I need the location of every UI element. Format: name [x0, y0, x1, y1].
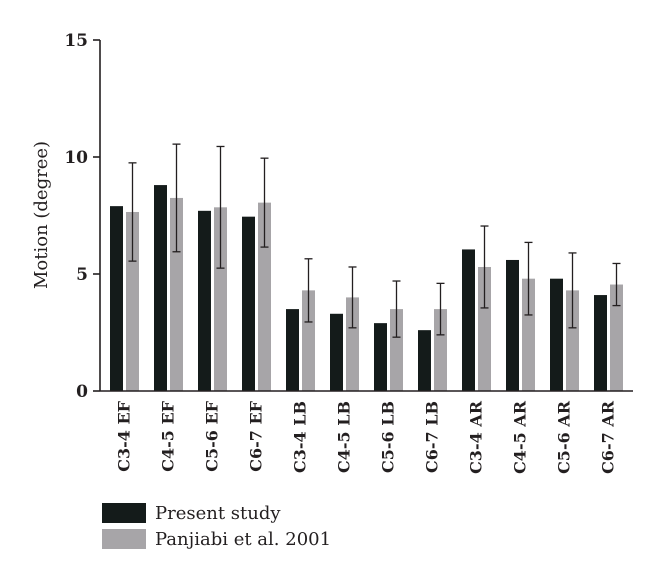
bar-present-study [418, 330, 431, 391]
legend-label: Panjiabi et al. 2001 [155, 529, 331, 550]
x-category-label: C3-4 AR [467, 400, 486, 474]
x-category-label: C5-6 LB [379, 401, 398, 473]
error-bar [436, 282, 445, 336]
error-bars [128, 143, 621, 338]
x-category-label: C4-5 LB [335, 401, 354, 473]
x-category-label: C5-6 AR [555, 400, 574, 474]
error-bar [128, 162, 137, 262]
error-bar [348, 266, 357, 329]
bar-present-study [110, 206, 123, 391]
bar-panjiabi-2001 [126, 211, 139, 391]
bar-panjiabi-2001 [434, 309, 447, 391]
x-category-label: C6-7 EF [247, 400, 266, 471]
error-bar [392, 280, 401, 338]
x-category-label: C6-7 AR [599, 400, 618, 474]
x-axis: C3-4 EF C4-5 EF C5-6 EF C6-7 EF C3-4 LB C4-5 … [100, 390, 633, 474]
x-category-label: C3-4 LB [291, 401, 310, 473]
y-axis: 0 5 10 15 [64, 31, 101, 402]
bar-panjiabi-2001 [214, 207, 227, 391]
bar-panjiabi-2001 [170, 197, 183, 391]
bar-panjiabi-2001 [390, 309, 403, 391]
x-category-label: C4-5 AR [511, 400, 530, 474]
y-axis-title: Motion (degree) [31, 141, 52, 289]
bar-panjiabi-2001 [478, 266, 491, 391]
bar-panjiabi-2001 [566, 290, 579, 391]
bar-present-study [506, 259, 519, 391]
x-category-label: C4-5 EF [159, 400, 178, 471]
bar-panjiabi-2001 [258, 202, 271, 391]
bar-present-study [198, 210, 211, 391]
legend-swatch [102, 529, 146, 549]
bar-present-study [154, 185, 167, 391]
error-bar [216, 145, 225, 269]
error-bar [568, 252, 577, 329]
y-tick-label: 0 [76, 382, 88, 402]
error-bar [304, 258, 313, 323]
bars [110, 185, 623, 391]
error-bar [480, 225, 489, 309]
bar-present-study [462, 249, 475, 391]
legend-label: Present study [155, 503, 281, 524]
error-bar [172, 143, 181, 253]
bar-present-study [330, 313, 343, 391]
error-bar [524, 241, 533, 316]
legend: Present study Panjiabi et al. 2001 [102, 503, 331, 550]
bar-present-study [242, 216, 255, 391]
bar-present-study [594, 295, 607, 391]
x-category-label: C3-4 EF [115, 400, 134, 471]
x-category-label: C5-6 EF [203, 400, 222, 471]
bar-panjiabi-2001 [522, 278, 535, 391]
bar-panjiabi-2001 [610, 284, 623, 391]
y-tick-label: 5 [76, 265, 88, 285]
y-tick-label: 10 [64, 148, 88, 168]
error-bar [612, 262, 621, 307]
legend-swatch [102, 503, 146, 523]
x-category-label: C6-7 LB [423, 401, 442, 473]
bar-present-study [550, 278, 563, 391]
bar-panjiabi-2001 [346, 297, 359, 391]
error-bar [260, 157, 269, 248]
bar-present-study [286, 309, 299, 391]
y-tick-label: 15 [64, 31, 88, 51]
bar-panjiabi-2001 [302, 290, 315, 391]
bar-present-study [374, 323, 387, 391]
